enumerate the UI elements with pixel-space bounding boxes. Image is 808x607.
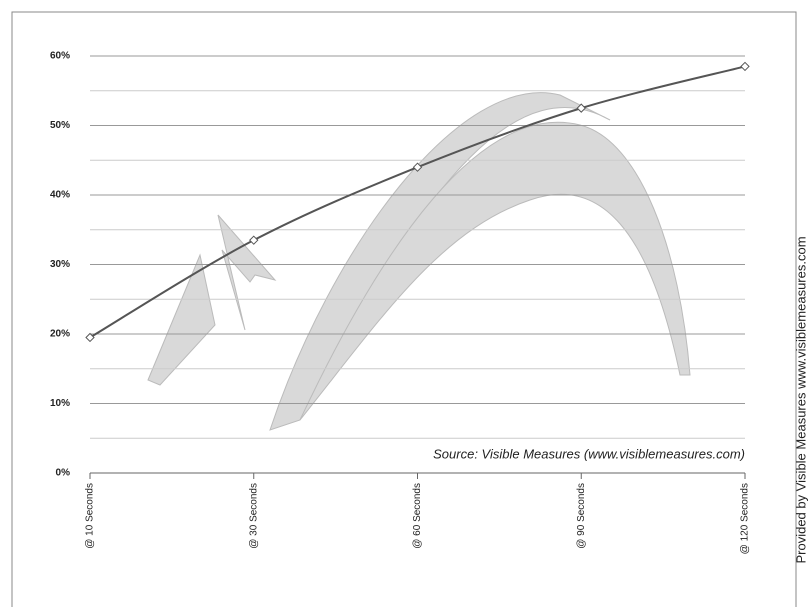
x-tick-label: @ 10 Seconds xyxy=(85,483,96,549)
annotation: Source: Visible Measures (www.visiblemea… xyxy=(433,446,745,461)
y-tick-label: 20% xyxy=(50,329,70,340)
x-tick-label: @ 30 Seconds xyxy=(248,483,259,549)
y-tick-label: 30% xyxy=(50,259,70,270)
y-tick-label: 40% xyxy=(50,190,70,201)
x-tick-label: @ 90 Seconds xyxy=(576,483,587,549)
side-note: Provided by Visible Measures www.visible… xyxy=(793,236,808,563)
point-marker xyxy=(249,235,259,245)
y-tick-label: 50% xyxy=(50,120,70,131)
y-tick-label: 0% xyxy=(56,468,71,479)
y-tick-label: 60% xyxy=(50,51,70,62)
x-tick-label: @ 60 Seconds xyxy=(412,483,423,549)
point-marker xyxy=(740,61,750,72)
x-tick-label: @ 120 Seconds xyxy=(740,483,751,554)
y-tick-label: 10% xyxy=(50,398,70,409)
point-marker xyxy=(412,162,423,172)
point-marker xyxy=(85,332,95,343)
point-marker xyxy=(576,103,586,113)
